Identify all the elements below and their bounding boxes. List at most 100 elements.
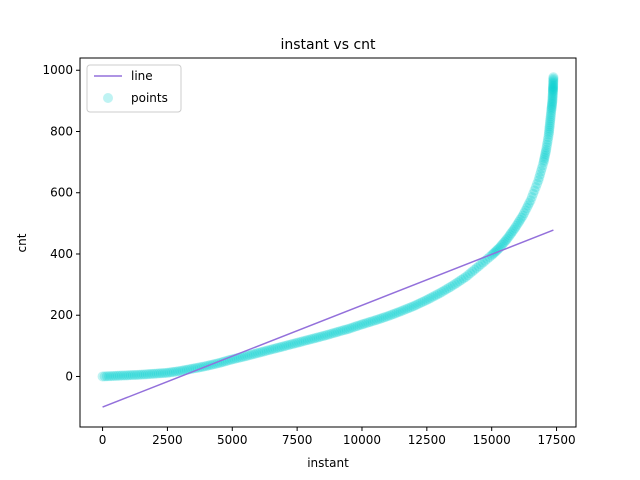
scatter-point [153,368,164,379]
scatter-point [376,313,387,324]
scatter-point [523,200,534,211]
x-axis-label: instant [307,456,349,470]
scatter-point [142,369,153,380]
scatter-point [529,185,540,196]
scatter-point [406,301,417,312]
scatter-point [125,370,136,381]
scatter-point [541,144,552,155]
scatter-point [395,306,406,317]
scatter-point [544,119,555,130]
scatter-point [378,312,389,323]
scatter-point [300,335,311,346]
scatter-point [510,222,521,233]
scatter-point [545,113,556,124]
scatter-point [423,293,434,304]
scatter-point [447,280,458,291]
scatter-point [104,371,115,382]
scatter-point [546,100,557,111]
legend-point-swatch [103,93,113,103]
scatter-point [389,308,400,319]
scatter-point [542,137,553,148]
scatter-point [544,121,555,132]
scatter-point [544,123,555,134]
scatter-point [539,153,550,164]
scatter-point [101,371,112,382]
scatter-point [151,368,162,379]
scatter-point [374,314,385,325]
scatter-point [445,281,456,292]
scatter-point [534,172,545,183]
scatter-point [543,127,554,138]
scatter-point [292,337,303,348]
scatter-point [398,305,409,316]
scatter-point [268,343,279,354]
scatter-point [497,239,508,250]
scatter-point [238,351,249,362]
scatter-point [175,365,186,376]
scatter-point [532,178,543,189]
scatter-point [545,115,556,126]
scatter-point [525,195,536,206]
x-tick-label: 2500 [152,433,183,447]
chart-title: instant vs cnt [280,37,376,53]
scatter-point [475,259,486,270]
scatter-point [546,101,557,112]
scatter-point [261,345,272,356]
axis-ticks: 0 2500 5000 7500 10000 12500 15000 17500 0 200 400… [42,63,575,447]
scatter-point [248,349,259,360]
scatter-point [402,303,413,314]
scatter-point [270,343,281,354]
scatter-point [315,331,326,342]
scatter-point [121,370,132,381]
scatter-point [411,300,422,311]
scatter-point [164,367,175,378]
scatter-point [320,330,331,341]
scatter-point [129,369,140,380]
scatter-point [533,175,544,186]
scatter-point [543,129,554,140]
scatter-point [506,228,517,239]
scatter-point [272,342,283,353]
scatter-point [498,238,509,249]
scatter-point [413,299,424,309]
scatter-point [274,342,285,353]
scatter-point [548,79,559,90]
scatter-point [548,73,559,84]
scatter-point [541,142,552,153]
scatter-point [382,311,393,322]
scatter-point [544,125,555,136]
scatter-point [337,325,348,336]
scatter-point [548,81,559,92]
scatter-point [521,203,532,214]
scatter-point [354,320,365,331]
scatter-point [465,268,476,279]
scatter-point [495,241,506,252]
scatter-point [318,331,329,342]
scatter-point [478,257,489,268]
scatter-point [511,220,522,231]
scatter-point [408,301,419,312]
scatter-point [298,336,309,347]
scatter-point [547,89,558,100]
x-tick-label: 15000 [473,433,511,447]
scatter-point [259,346,270,357]
scatter-point [246,349,257,360]
scatter-point [393,307,404,318]
scatter-point [138,369,149,380]
scatter-point [114,370,125,381]
scatter-point [283,340,294,351]
scatter-point [294,337,305,348]
y-axis-label: cnt [15,233,29,252]
scatter-point [421,294,432,305]
scatter-point [380,311,391,322]
scatter-point [289,338,300,349]
scatter-point [419,295,430,306]
scatter-point [546,103,557,114]
scatter-point [127,370,138,381]
scatter-point [363,317,374,328]
scatter-point [324,329,335,340]
scatter-point [302,334,313,345]
scatter-point [439,285,450,296]
scatter-point [548,72,559,83]
